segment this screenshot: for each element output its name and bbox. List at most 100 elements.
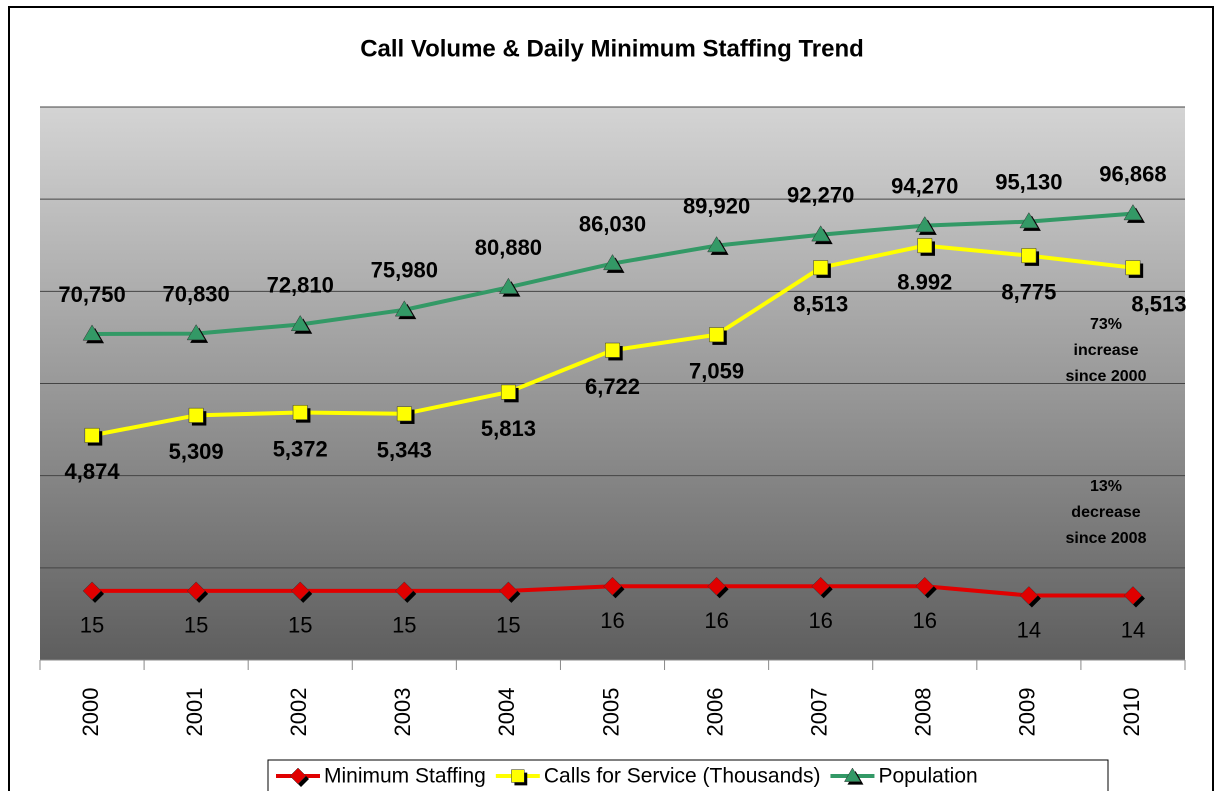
data-label: 89,920 <box>683 193 750 218</box>
data-label: 8,513 <box>793 292 848 317</box>
marker-shape <box>186 324 206 341</box>
marker <box>499 581 521 603</box>
data-label: 95,130 <box>995 169 1062 194</box>
annotation: decrease <box>1071 504 1140 521</box>
x-tick-label: 2008 <box>911 688 936 737</box>
data-label: 92,270 <box>787 183 854 208</box>
data-label: 8.992 <box>897 269 952 294</box>
x-tick-label: 2004 <box>494 688 519 737</box>
marker <box>394 581 417 603</box>
data-label: 5,343 <box>377 438 432 463</box>
data-label: 4,874 <box>65 459 121 484</box>
x-tick-label: 2003 <box>390 688 415 737</box>
marker-shape <box>603 576 622 596</box>
marker-shape <box>605 342 620 358</box>
marker-shape <box>292 404 308 420</box>
x-tick-label: 2009 <box>1015 688 1040 737</box>
marker <box>186 324 209 343</box>
marker-shape <box>394 300 414 317</box>
marker-shape <box>707 236 727 253</box>
marker <box>1019 212 1041 231</box>
data-label: 80,880 <box>475 235 542 260</box>
marker-shape <box>290 314 310 332</box>
marker <box>603 576 625 599</box>
marker <box>1125 260 1144 278</box>
data-label: 5,813 <box>481 416 536 441</box>
legend-label: Population <box>878 765 977 788</box>
marker <box>1123 204 1145 223</box>
marker <box>813 260 831 278</box>
data-label: 7,059 <box>689 359 744 384</box>
data-label: 14 <box>1121 617 1145 642</box>
data-label: 16 <box>704 608 728 633</box>
marker <box>290 314 313 334</box>
annotation: since 2000 <box>1066 368 1147 385</box>
marker <box>605 342 623 361</box>
data-label: 94,270 <box>891 173 958 198</box>
marker <box>511 769 528 786</box>
data-label: 5,309 <box>169 439 224 464</box>
marker <box>289 767 309 787</box>
data-label: 86,030 <box>579 211 646 236</box>
data-label: 15 <box>184 613 208 638</box>
chart-title: Call Volume & Daily Minimum Staffing Tre… <box>360 35 864 62</box>
marker-shape <box>1019 212 1039 229</box>
marker <box>811 225 833 245</box>
marker <box>84 427 103 446</box>
marker-shape <box>396 406 412 422</box>
data-label: 15 <box>80 613 104 638</box>
marker <box>917 238 935 256</box>
marker-shape <box>917 238 933 254</box>
x-tick-label: 2006 <box>702 688 727 737</box>
data-label: 8,513 <box>1131 292 1186 317</box>
data-label: 16 <box>913 608 937 633</box>
marker-shape <box>1125 260 1141 276</box>
marker-shape <box>1123 204 1143 221</box>
x-tick-label: 2010 <box>1119 688 1144 737</box>
marker <box>396 406 415 424</box>
annotation: 73% <box>1090 316 1122 333</box>
marker-shape <box>915 216 935 233</box>
x-tick-label: 2007 <box>806 688 831 737</box>
data-label: 15 <box>288 613 312 638</box>
data-label: 16 <box>600 608 624 633</box>
marker <box>290 581 313 603</box>
x-tick-label: 2005 <box>598 688 623 737</box>
marker <box>82 581 105 603</box>
marker-shape <box>1021 248 1037 264</box>
x-tick-label: 2002 <box>286 688 311 737</box>
annotation: 13% <box>1090 478 1122 495</box>
data-label: 75,980 <box>371 258 438 283</box>
marker <box>82 324 105 344</box>
marker <box>844 767 864 785</box>
marker-shape <box>511 769 525 783</box>
legend-label: Minimum Staffing <box>324 765 486 788</box>
marker-shape <box>915 576 935 596</box>
annotation: since 2008 <box>1066 530 1147 547</box>
marker-shape <box>82 581 102 601</box>
marker-shape <box>289 767 307 785</box>
marker <box>498 277 521 297</box>
data-label: 72,810 <box>267 272 334 297</box>
marker-shape <box>1019 586 1039 605</box>
marker-shape <box>82 324 102 341</box>
data-label: 15 <box>496 613 520 638</box>
x-tick-label: 2001 <box>182 688 207 737</box>
marker-shape <box>290 581 310 601</box>
marker <box>500 384 519 403</box>
marker <box>186 581 209 603</box>
marker-shape <box>811 225 831 242</box>
marker-shape <box>394 581 414 601</box>
marker <box>709 327 727 345</box>
data-label: 16 <box>808 608 832 633</box>
marker <box>1019 586 1041 608</box>
data-label: 14 <box>1017 617 1041 642</box>
marker-shape <box>498 277 518 294</box>
data-label: 70,750 <box>58 282 125 307</box>
marker <box>707 236 729 255</box>
marker-shape <box>603 254 622 271</box>
marker-shape <box>84 427 100 443</box>
data-label: 96,868 <box>1099 161 1166 186</box>
marker <box>603 254 625 273</box>
marker <box>915 216 937 235</box>
